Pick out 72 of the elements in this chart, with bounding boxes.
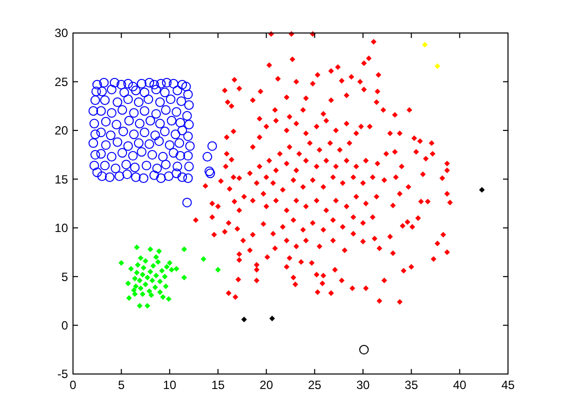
x-tick-label: 0 (70, 378, 77, 392)
point (142, 282, 148, 288)
x-tick-label: 10 (162, 378, 177, 392)
point (144, 303, 150, 308)
point (150, 263, 156, 269)
point (174, 266, 180, 272)
point (181, 246, 187, 252)
point (181, 274, 187, 280)
point (422, 42, 428, 48)
point (140, 265, 146, 271)
point (148, 246, 154, 252)
point (157, 278, 163, 284)
point (146, 288, 152, 294)
y-tick-label: 0 (61, 318, 68, 332)
point (132, 291, 138, 297)
point (134, 270, 140, 276)
point (134, 244, 140, 250)
point (148, 292, 154, 298)
y-tick-label: 25 (54, 74, 68, 89)
x-tick-label: 45 (501, 378, 515, 392)
point (131, 288, 137, 293)
x-tick-label: 35 (404, 378, 418, 392)
point (138, 286, 144, 291)
point (137, 303, 142, 308)
y-tick-label: 15 (54, 172, 68, 186)
point (140, 272, 146, 278)
x-tick-label: 30 (356, 378, 370, 392)
point (137, 278, 142, 284)
point (153, 254, 159, 260)
point (159, 268, 165, 274)
y-tick-label: 20 (54, 124, 68, 138)
point (133, 284, 139, 290)
point (168, 267, 174, 272)
y-tick-label: 30 (54, 26, 68, 40)
point (140, 291, 146, 297)
point (164, 264, 170, 270)
x-tick-label: 40 (452, 378, 467, 392)
point (269, 316, 275, 322)
point (163, 284, 168, 290)
point (150, 278, 155, 284)
point (479, 187, 485, 193)
point (142, 258, 148, 264)
point (153, 272, 159, 278)
point (128, 266, 134, 272)
x-tick-label: 20 (260, 378, 274, 392)
point (132, 276, 138, 282)
point (241, 316, 247, 322)
point (359, 344, 369, 354)
point (144, 274, 150, 280)
point (125, 280, 131, 286)
point (118, 260, 124, 266)
point (162, 274, 168, 280)
point (434, 63, 440, 69)
point (166, 296, 172, 302)
point (126, 295, 132, 301)
point (200, 256, 206, 262)
point (166, 260, 172, 266)
point (215, 267, 221, 272)
point (156, 248, 162, 254)
x-tick-label: 15 (211, 378, 225, 392)
point (148, 269, 154, 274)
x-tick-label: 5 (118, 378, 125, 392)
point (152, 284, 158, 290)
point (157, 289, 163, 295)
point (160, 294, 166, 300)
y-tick-label: 5 (61, 270, 68, 284)
x-tick-label: 25 (308, 378, 322, 392)
point (135, 262, 140, 268)
y-tick-label: -5 (57, 367, 68, 382)
point (138, 255, 144, 261)
point (155, 259, 161, 265)
y-tick-label: 10 (54, 221, 68, 236)
